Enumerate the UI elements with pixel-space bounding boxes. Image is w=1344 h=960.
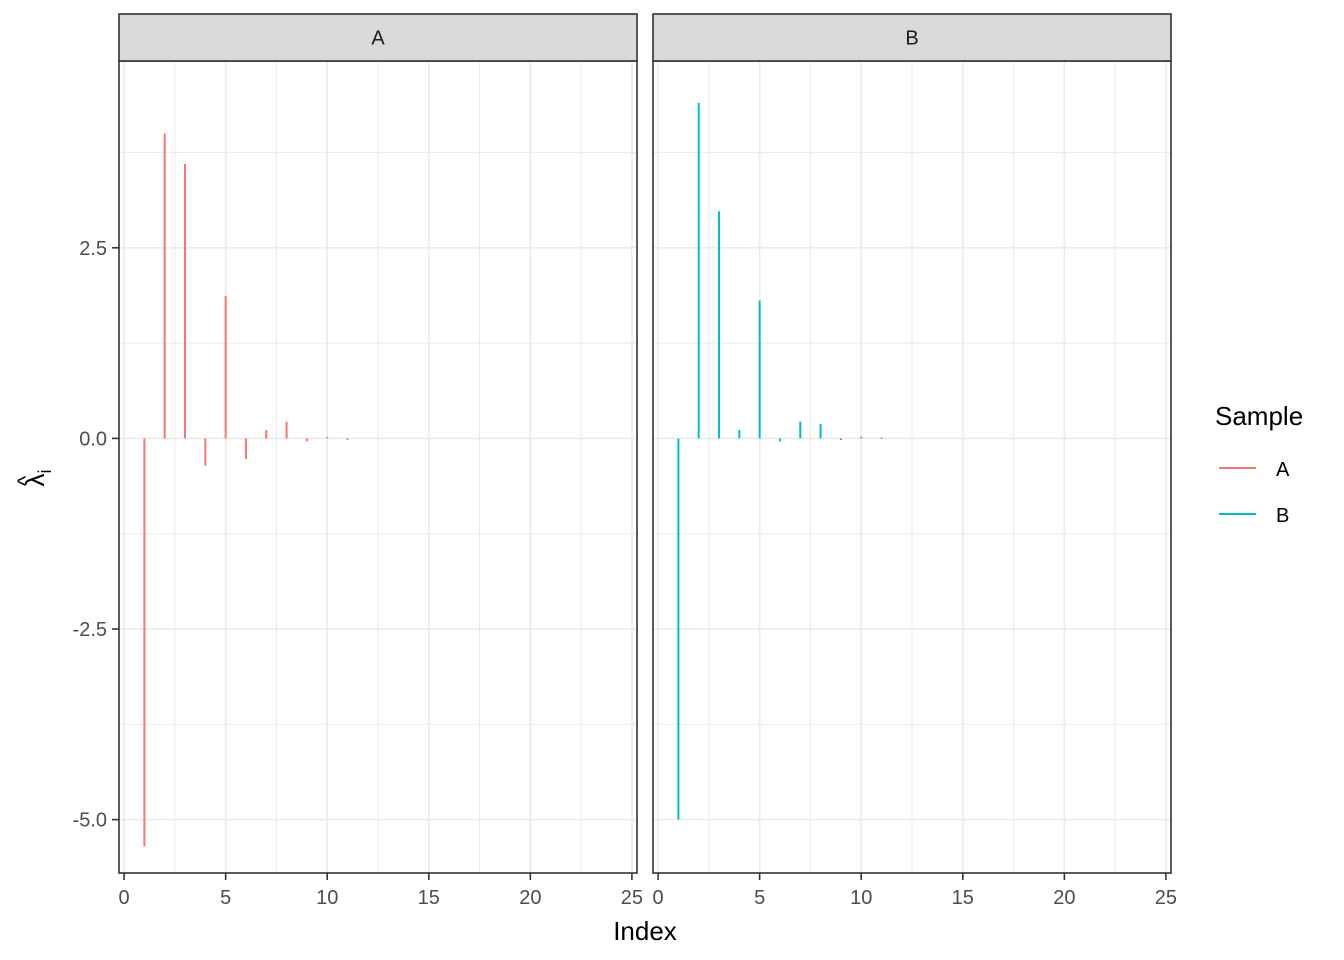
legend-item-label: A — [1276, 459, 1290, 481]
legend-item-label: B — [1276, 505, 1289, 527]
y-axis-title-subscript: i — [35, 470, 55, 474]
y-tick-label: 2.5 — [79, 238, 107, 260]
y-tick-label: -2.5 — [73, 619, 107, 641]
bar-b-7 — [799, 421, 802, 439]
bar-a-1 — [143, 438, 146, 847]
panel-a: A 0 5 10 15 20 25 — [118, 13, 643, 909]
bar-b-1 — [677, 438, 680, 820]
x-tick-label: 5 — [754, 887, 765, 909]
bar-a-11 — [346, 438, 349, 440]
x-tick-label: 15 — [952, 887, 974, 909]
bar-a-5 — [224, 295, 227, 439]
panels: A 0 5 10 15 20 25 B 0 5 10 15 20 25 — [118, 13, 1177, 909]
bar-a-3 — [184, 163, 187, 439]
strip-label: A — [371, 28, 385, 50]
bar-b-2 — [697, 102, 700, 439]
y-tick-label: 0.0 — [79, 428, 107, 450]
x-tick-label: 5 — [220, 887, 231, 909]
legend: Sample A B — [1215, 401, 1303, 527]
legend-item-b: B — [1219, 505, 1289, 527]
bar-b-8 — [819, 423, 822, 439]
strip-background — [118, 13, 638, 62]
x-axis-title: Index — [613, 916, 677, 946]
panel-b: B 0 5 10 15 20 25 — [652, 13, 1177, 909]
x-tick-label: 0 — [119, 887, 130, 909]
bar-a-8 — [285, 421, 288, 439]
x-tick-label: 10 — [850, 887, 872, 909]
bar-a-10 — [326, 436, 329, 439]
bar-b-3 — [718, 211, 721, 439]
bar-a-9 — [305, 438, 308, 442]
bar-a-6 — [244, 438, 247, 459]
x-tick-label: 15 — [418, 887, 440, 909]
legend-title: Sample — [1215, 401, 1303, 431]
legend-item-a: A — [1219, 459, 1290, 481]
bar-b-11 — [880, 437, 883, 439]
y-axis: 2.5 0.0 -2.5 -5.0 — [73, 238, 119, 832]
x-tick-label: 20 — [1053, 887, 1075, 909]
bar-a-2 — [163, 133, 166, 439]
bar-b-10 — [860, 436, 863, 439]
x-tick-label: 25 — [1155, 887, 1177, 909]
bar-b-4 — [738, 430, 741, 439]
x-tick-label: 0 — [653, 887, 664, 909]
bar-a-4 — [204, 438, 207, 466]
svg-text:λi: λi — [20, 470, 55, 487]
strip-label: B — [905, 28, 918, 50]
x-tick-label: 10 — [316, 887, 338, 909]
y-axis-title-symbol: λ — [20, 474, 50, 487]
y-tick-label: -5.0 — [73, 810, 107, 832]
strip-background — [652, 13, 1172, 62]
y-axis-title: λi ^ — [13, 470, 55, 487]
bar-a-7 — [265, 430, 268, 439]
bar-b-5 — [758, 300, 761, 439]
bar-b-9 — [839, 438, 842, 440]
bar-b-6 — [778, 438, 781, 442]
x-tick-label: 25 — [621, 887, 643, 909]
y-axis-title-hat: ^ — [13, 475, 38, 486]
x-tick-label: 20 — [519, 887, 541, 909]
